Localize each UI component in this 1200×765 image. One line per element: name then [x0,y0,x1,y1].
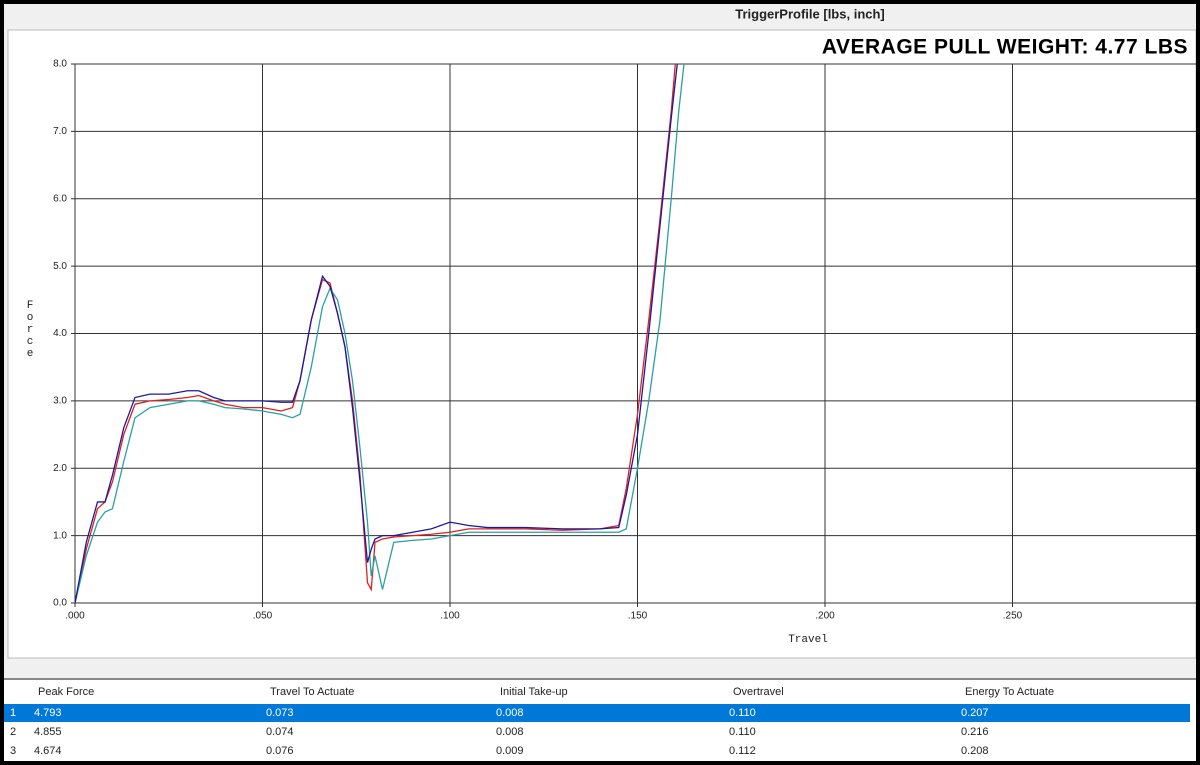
y-tick-label: 5.0 [53,261,67,272]
chart: TriggerProfile [lbs, inch] AVERAGE PULL … [4,4,1200,659]
x-tick-label: .200 [815,611,835,622]
table-cell: 0.208 [961,745,989,757]
x-tick-label: .000 [65,611,85,622]
row-index: 2 [10,726,17,738]
table-row[interactable]: 3 4.674 0.076 0.009 0.112 0.208 [4,742,1190,760]
plot-lines [75,64,685,603]
y-tick-label: 2.0 [53,463,67,474]
x-tick-label: .250 [1003,611,1023,622]
table-cell: 0.076 [266,745,294,757]
table-cell: 0.008 [496,726,524,738]
y-axis-label: Force [24,300,36,360]
table-cell: 0.110 [729,726,756,738]
table-cell: 0.009 [496,745,524,757]
table-header: Peak Force Travel To Actuate Initial Take-… [4,683,1190,701]
results-table: Peak Force Travel To Actuate Initial Take-… [4,678,1196,763]
series-line [75,64,678,603]
y-tick-label: 6.0 [53,193,67,204]
table-row[interactable]: 2 4.855 0.074 0.008 0.110 0.216 [4,723,1190,741]
x-axis-label: Travel [788,634,828,646]
table-cell: 4.674 [34,745,62,757]
table-cell: 4.855 [34,726,62,738]
title-bar [4,4,1196,30]
table-cell: 0.008 [496,707,524,719]
y-tick-label: 3.0 [53,396,67,407]
x-tick-label: .100 [440,611,460,622]
column-header: Initial Take-up [500,686,568,698]
column-header: Peak Force [38,686,95,698]
x-tick-label: .050 [253,611,273,622]
y-tick-label: 0.0 [53,598,67,609]
series-line [75,64,685,603]
y-tick-label: 1.0 [53,530,67,541]
row-index: 1 [10,707,17,719]
chart-panel [7,29,1197,659]
row-index: 3 [10,745,17,757]
annotation: AVERAGE PULL WEIGHT: 4.77 LBS [822,36,1188,59]
column-header: Overtravel [733,686,784,698]
table-row[interactable]: 1 4.793 0.073 0.008 0.110 0.207 [4,704,1190,722]
y-tick-label: 7.0 [53,126,67,137]
chart-title: TriggerProfile [lbs, inch] [735,6,885,21]
table-cell: 0.207 [961,707,989,719]
y-tick-label: 8.0 [53,59,67,70]
table-cell: 0.112 [729,745,756,757]
table-cell: 0.074 [266,726,294,738]
table-cell: 0.216 [961,726,989,738]
y-tick-label: 4.0 [53,328,67,339]
table-cell: 0.110 [729,707,756,719]
x-tick-label: .150 [628,611,648,622]
table-cell: 4.793 [34,707,62,719]
column-header: Energy To Actuate [965,686,1055,698]
column-header: Travel To Actuate [270,686,355,698]
table-cell: 0.073 [266,707,294,719]
